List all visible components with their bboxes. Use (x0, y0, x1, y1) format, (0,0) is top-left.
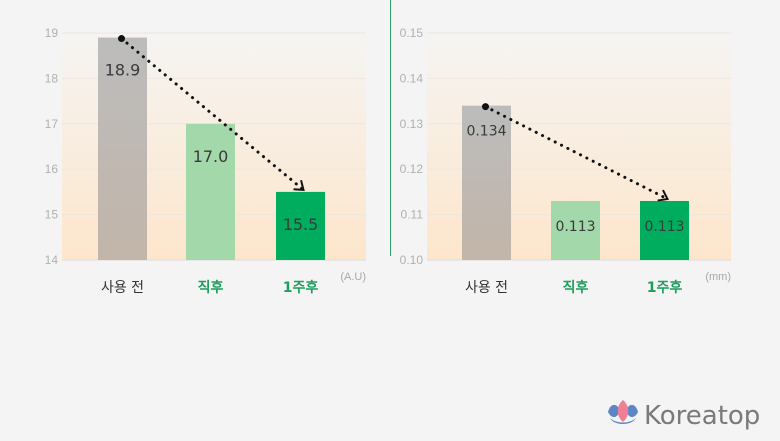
category-label: 1주후 (283, 280, 319, 296)
category-label: 직후 (563, 279, 589, 296)
y-tick-label: 16 (45, 162, 59, 176)
y-tick-label: 0.13 (400, 117, 424, 131)
y-tick-label: 19 (45, 26, 59, 40)
y-tick-label: 0.14 (400, 71, 424, 85)
lotus-icon (608, 400, 638, 424)
bar (186, 123, 235, 260)
chart-1: 14 15 16 17 18 19 (A.U) 18.9 사용 전 17.0 직후 15.5 1주후 (45, 26, 366, 296)
bar (276, 191, 325, 260)
y-tick-label: 18 (45, 71, 59, 85)
logo: Koreatop (608, 400, 760, 431)
category-label: 사용 전 (465, 280, 508, 296)
data-label: 0.113 (644, 219, 684, 235)
bar (551, 200, 600, 260)
y-tick-label: 0.12 (400, 162, 424, 176)
chart-2: 0.10 0.11 0.12 0.13 0.14 0.15 (mm) 0.134 사용 전 0.1… (400, 26, 731, 296)
bar (462, 105, 511, 260)
data-label: 15.5 (283, 215, 319, 234)
logo-text: Koreatop (644, 401, 760, 431)
unit-label: (mm) (705, 271, 731, 283)
category-label: 직후 (198, 279, 224, 296)
trend-line (484, 105, 669, 201)
category-label: 1주후 (647, 280, 683, 296)
trend-arrowhead-icon (657, 189, 670, 202)
y-tick-label: 15 (45, 208, 59, 222)
trend-arrowhead-icon (293, 179, 305, 191)
data-label: 0.134 (466, 124, 506, 140)
y-tick-label: 0.10 (400, 253, 424, 267)
y-tick-label: 0.11 (401, 208, 424, 222)
unit-label: (A.U) (340, 271, 366, 283)
data-label: 18.9 (105, 61, 141, 80)
data-label: 0.113 (555, 219, 595, 235)
category-label: 사용 전 (101, 280, 144, 296)
data-label: 17.0 (193, 147, 229, 166)
y-tick-label: 0.15 (400, 26, 424, 40)
bar (98, 37, 147, 260)
y-tick-label: 14 (45, 253, 59, 267)
bar (640, 200, 689, 260)
y-tick-label: 17 (45, 117, 59, 131)
